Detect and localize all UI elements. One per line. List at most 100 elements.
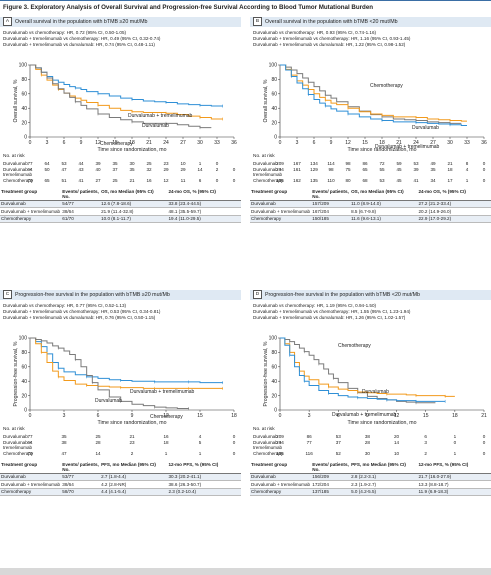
x-tick-label: 36 bbox=[481, 140, 487, 146]
risk-count: 45 bbox=[396, 167, 402, 172]
x-tick-label: 12 bbox=[163, 413, 169, 419]
risk-row-label: Chemotherapy bbox=[253, 178, 284, 183]
y-tick-label: 20 bbox=[271, 120, 277, 126]
risk-row-label: Durvalumab bbox=[3, 434, 28, 439]
risk-table-title: No. at risk bbox=[3, 427, 25, 432]
risk-count: 38 bbox=[61, 440, 67, 445]
risk-count: 80 bbox=[345, 178, 351, 183]
curve-label: Durvalumab + tremelimumab bbox=[375, 144, 440, 150]
risk-count: 77 bbox=[306, 440, 312, 445]
km-chart: 0 3 6 9 12 15 18 0 20 40 60 80 100 Time since randomi… bbox=[13, 336, 237, 426]
risk-count: 2 bbox=[130, 451, 134, 456]
risk-count: 75 bbox=[345, 167, 351, 172]
table-cell: 137/185 bbox=[312, 489, 329, 495]
curve-label: Durvalumab + tremelimumab bbox=[128, 113, 193, 119]
table-cell: 20.2 (14.9-26.0) bbox=[418, 208, 452, 214]
x-axis-label: Time since randomization, mo bbox=[98, 147, 167, 153]
risk-count: 0 bbox=[215, 161, 219, 166]
risk-count: 11 bbox=[180, 178, 186, 183]
x-tick-label: 12 bbox=[95, 140, 101, 146]
risk-count: 70 bbox=[27, 451, 33, 456]
hazard-ratio-comparison: Durvalumab + tremelimumab vs durvalumab:… bbox=[3, 315, 156, 320]
series-line-durvalumab-tremelimumab bbox=[30, 337, 223, 384]
curve-label: Durvalumab + tremelimumab bbox=[130, 389, 195, 395]
table-cell: 21.9 (11.4-32.8) bbox=[101, 208, 134, 214]
series-line-durvalumab-tremelimumab bbox=[280, 64, 467, 126]
hazard-ratio-comparison: Durvalumab + tremelimumab vs chemotherap… bbox=[253, 309, 411, 314]
risk-count: 114 bbox=[327, 161, 335, 166]
x-tick-label: 3 bbox=[296, 140, 299, 146]
risk-count: 6 bbox=[198, 178, 202, 183]
risk-count: 0 bbox=[482, 451, 486, 456]
table-header-cell: Events/ patients, No. bbox=[61, 461, 101, 474]
table-row: Durvalumab + tremelimumab 172/204 2.3 (1.9… bbox=[250, 481, 491, 489]
table-header-cell: Events/ patients, No. bbox=[311, 461, 351, 474]
panel-title-text: Overall survival in the population with … bbox=[265, 19, 398, 25]
risk-count: 1 bbox=[198, 451, 202, 456]
risk-count: 16 bbox=[163, 434, 169, 439]
table-cell: Durvalumab bbox=[251, 474, 276, 480]
risk-count: 110 bbox=[327, 178, 335, 183]
curve-label: Durvalumab bbox=[362, 389, 389, 395]
figure-title: Figure 3. Exploratory Analysis of Overal… bbox=[0, 0, 491, 13]
panel-title: B Overall survival in the population with… bbox=[250, 17, 491, 27]
risk-count: 1 bbox=[465, 178, 469, 183]
table-cell: 2.7 (1.8-4.4) bbox=[101, 474, 127, 480]
risk-count: 5 bbox=[198, 440, 202, 445]
risk-count: 68 bbox=[362, 178, 368, 183]
panel-letter: D bbox=[253, 290, 262, 300]
risk-count: 29 bbox=[180, 167, 186, 172]
page-footer-strip bbox=[0, 568, 491, 575]
table-cell: 5.0 (4.2-5.5) bbox=[351, 489, 377, 495]
y-tick-label: 40 bbox=[21, 106, 27, 112]
table-row: Durvalumab + tremelimumab 38/64 21.9 (11.4… bbox=[0, 208, 241, 216]
risk-count: 0 bbox=[232, 178, 236, 183]
panel-d: D Progression-free survival in the popula… bbox=[250, 290, 491, 562]
table-row: Durvalumab 53/77 2.7 (1.8-4.4) 30.3 (20.2-4… bbox=[0, 473, 241, 481]
risk-row-label: Durvalumab + tremelimumab bbox=[253, 440, 283, 450]
panel-title: D Progression-free survival in the popula… bbox=[250, 290, 491, 300]
x-tick-label: 6 bbox=[337, 413, 340, 419]
table-cell: Chemotherapy bbox=[251, 216, 282, 222]
series-line-chemotherapy bbox=[30, 337, 189, 410]
risk-count: 38 bbox=[364, 434, 370, 439]
risk-count: 0 bbox=[482, 434, 486, 439]
risk-count: 3 bbox=[424, 440, 427, 445]
risk-count: 35 bbox=[112, 161, 118, 166]
risk-count: 2 bbox=[215, 167, 219, 172]
y-tick-label: 80 bbox=[271, 350, 277, 356]
table-header-cell: PFS, mo Median (95% CI) bbox=[350, 461, 418, 474]
y-tick-label: 100 bbox=[269, 63, 278, 69]
table-row: Chemotherapy 58/70 4.4 (4.1-5.4) 2.3 (0.2-1… bbox=[0, 488, 241, 496]
risk-count: 167 bbox=[293, 161, 301, 166]
x-tick-label: 21 bbox=[396, 140, 402, 146]
hazard-ratio-comparison: Durvalumab vs chemotherapy: HR, 1.19 (95… bbox=[253, 303, 377, 308]
risk-row-label: Durvalumab bbox=[253, 161, 278, 166]
y-axis-label: Overall survival, % bbox=[13, 79, 19, 122]
risk-count: 98 bbox=[345, 161, 351, 166]
risk-count: 8 bbox=[465, 161, 469, 166]
y-tick-label: 80 bbox=[271, 77, 277, 83]
risk-count: 86 bbox=[362, 161, 368, 166]
table-cell: Durvalumab + tremelimumab bbox=[1, 481, 61, 487]
results-table: Treatment group Events/ patients, No. OS, … bbox=[250, 188, 491, 223]
panel-c: C Progression-free survival in the popula… bbox=[0, 290, 241, 562]
risk-row-label: Durvalumab bbox=[3, 161, 28, 166]
table-cell: 167/204 bbox=[312, 208, 329, 214]
risk-count: 185 bbox=[276, 178, 284, 183]
risk-count: 52 bbox=[335, 451, 341, 456]
x-tick-label: 18 bbox=[452, 413, 458, 419]
risk-count: 23 bbox=[129, 440, 135, 445]
risk-count: 0 bbox=[482, 440, 486, 445]
risk-count: 53 bbox=[413, 161, 419, 166]
table-cell: 11.6 (9.6-13.1) bbox=[351, 216, 381, 222]
risk-count: 40 bbox=[95, 167, 101, 172]
risk-count: 37 bbox=[335, 440, 341, 445]
x-tick-label: 9 bbox=[366, 413, 369, 419]
y-tick-label: 60 bbox=[21, 92, 27, 98]
panel-letter: B bbox=[253, 17, 262, 27]
risk-count: 10 bbox=[394, 451, 400, 456]
risk-row-label: Durvalumab + tremelimumab bbox=[253, 167, 283, 177]
risk-count: 21 bbox=[447, 161, 453, 166]
